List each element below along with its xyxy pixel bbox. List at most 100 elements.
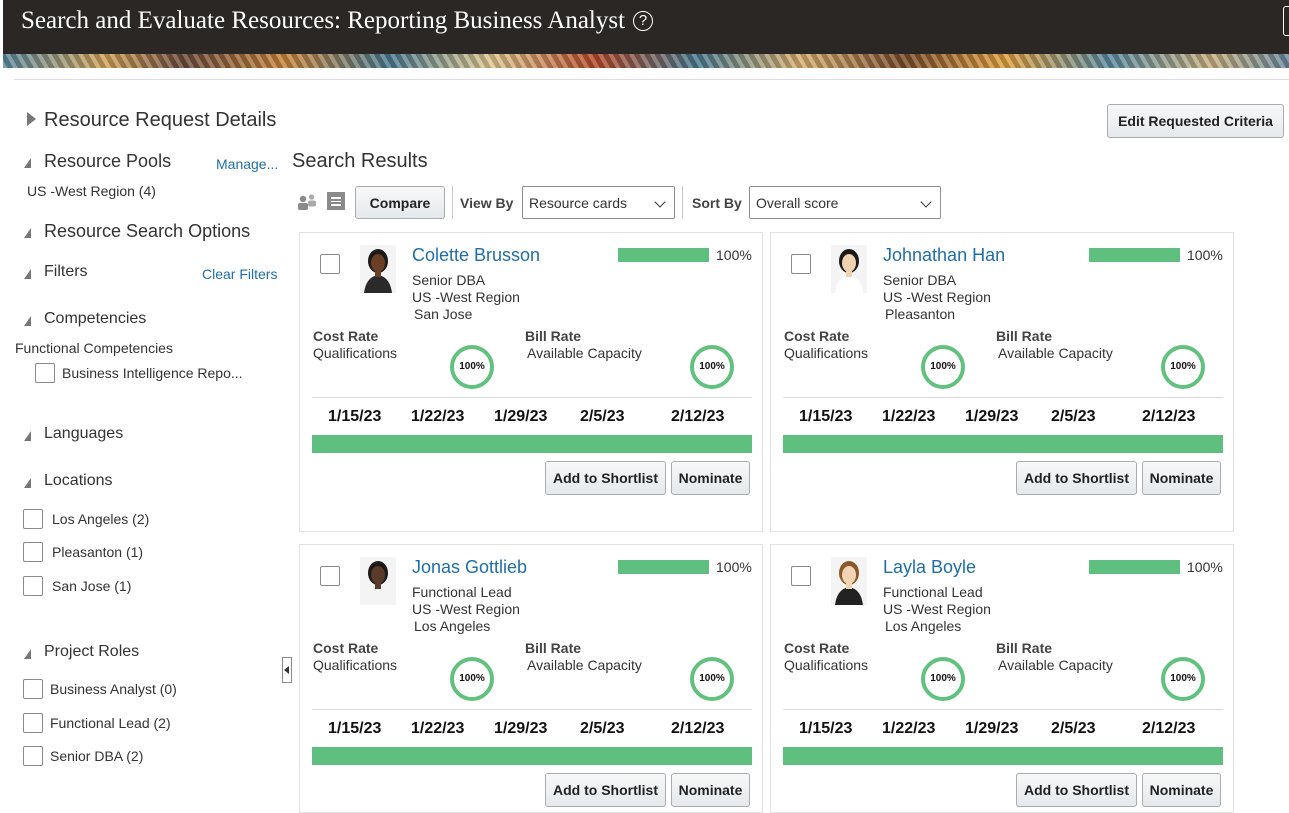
add-to-shortlist-button[interactable]: Add to Shortlist xyxy=(1016,461,1137,495)
resource-name-link[interactable]: Johnathan Han xyxy=(883,245,1006,265)
request-details-title[interactable]: Resource Request Details xyxy=(44,109,277,131)
resource-city: Los Angeles xyxy=(885,618,962,634)
bill-rate-label: Bill Rate xyxy=(996,640,1053,656)
qualifications-label: Qualifications xyxy=(313,345,398,361)
resource-city: Pleasanton xyxy=(885,306,956,322)
clear-filters-link[interactable]: Clear Filters xyxy=(202,266,278,282)
bill-rate-label: Bill Rate xyxy=(525,640,582,656)
role-checkbox-business-analyst[interactable] xyxy=(23,679,43,699)
triangle-down-icon[interactable] xyxy=(24,269,31,279)
resource-cards-view-icon[interactable] xyxy=(296,192,318,212)
view-by-select[interactable]: Resource cards xyxy=(522,186,675,219)
capacity-ring: 100% xyxy=(1161,657,1205,701)
header-pattern xyxy=(3,54,1289,68)
chevron-down-icon xyxy=(920,196,932,208)
capacity-timeline-bar xyxy=(312,747,752,765)
triangle-down-icon[interactable] xyxy=(24,431,31,441)
sort-by-label: Sort By xyxy=(692,195,742,211)
add-to-shortlist-button[interactable]: Add to Shortlist xyxy=(1016,773,1137,807)
overall-score-bar xyxy=(618,248,709,262)
triangle-down-icon[interactable] xyxy=(24,228,31,238)
languages-toggle[interactable] xyxy=(24,428,31,446)
card-divider xyxy=(783,397,1223,398)
languages-title: Languages xyxy=(44,425,124,442)
header-edge-button[interactable] xyxy=(1283,6,1289,36)
available-capacity-label: Available Capacity xyxy=(998,657,1113,673)
question-circle-icon[interactable]: ? xyxy=(633,11,654,31)
add-to-shortlist-button[interactable]: Add to Shortlist xyxy=(545,461,666,495)
competency-checkbox[interactable] xyxy=(35,363,55,383)
filters-title: Filters xyxy=(44,263,88,280)
resource-name-link[interactable]: Colette Brusson xyxy=(412,245,541,265)
people-icon[interactable] xyxy=(296,192,318,212)
capacity-timeline-bar xyxy=(783,747,1223,765)
list-view-icon[interactable] xyxy=(327,192,345,210)
cost-rate-label: Cost Rate xyxy=(784,640,850,656)
add-to-shortlist-button[interactable]: Add to Shortlist xyxy=(545,773,666,807)
cost-rate-label: Cost Rate xyxy=(784,328,850,344)
role-checkbox-functional-lead[interactable] xyxy=(23,713,43,733)
bill-rate-label: Bill Rate xyxy=(525,328,582,344)
triangle-down-icon[interactable] xyxy=(24,649,31,659)
search-options-title: Resource Search Options xyxy=(44,221,251,241)
resource-name-link[interactable]: Jonas Gottlieb xyxy=(412,557,528,577)
resource-region: US -West Region xyxy=(883,289,991,305)
cost-rate-label: Cost Rate xyxy=(313,640,379,656)
page-header: Search and Evaluate Resources: Reporting… xyxy=(3,0,1289,68)
resource-role: Senior DBA xyxy=(883,272,957,288)
timeline-date: 1/29/23 xyxy=(965,408,1019,425)
expand-details-toggle[interactable] xyxy=(27,112,36,131)
collapse-sidebar-handle[interactable] xyxy=(282,657,292,683)
card-divider xyxy=(312,709,752,710)
nominate-button[interactable]: Nominate xyxy=(671,773,750,807)
toolbar-separator xyxy=(452,186,453,219)
search-results-title: Search Results xyxy=(292,150,428,172)
view-by-label: View By xyxy=(460,195,514,211)
resource-pools-toggle[interactable] xyxy=(24,155,31,173)
person-photo xyxy=(360,557,396,605)
search-options-toggle[interactable] xyxy=(24,225,31,243)
triangle-right-icon[interactable] xyxy=(27,112,36,126)
compare-button[interactable]: Compare xyxy=(355,186,445,219)
qualifications-label: Qualifications xyxy=(313,657,398,673)
capacity-ring: 100% xyxy=(690,657,734,701)
nominate-button[interactable]: Nominate xyxy=(1142,461,1221,495)
resource-name-link[interactable]: Layla Boyle xyxy=(883,557,977,577)
locations-toggle[interactable] xyxy=(24,475,31,493)
nominate-button[interactable]: Nominate xyxy=(1142,773,1221,807)
resource-card: Johnathan Han 100% Senior DBA US -West R… xyxy=(770,232,1234,532)
resource-region: US -West Region xyxy=(412,289,520,305)
timeline-date: 1/29/23 xyxy=(494,720,548,737)
competencies-toggle[interactable] xyxy=(24,313,31,331)
timeline-date: 1/15/23 xyxy=(328,408,382,425)
location-checkbox-pleasanton[interactable] xyxy=(23,542,43,562)
manage-pools-link[interactable]: Manage... xyxy=(216,156,279,172)
timeline-date: 2/5/23 xyxy=(580,408,625,425)
location-label: Pleasanton (1) xyxy=(52,544,144,560)
filters-toggle[interactable] xyxy=(24,266,31,284)
triangle-down-icon[interactable] xyxy=(24,478,31,488)
select-resource-checkbox[interactable] xyxy=(791,254,811,274)
timeline-date: 1/29/23 xyxy=(494,408,548,425)
project-roles-title: Project Roles xyxy=(44,643,140,660)
timeline-date: 2/5/23 xyxy=(1051,408,1096,425)
select-resource-checkbox[interactable] xyxy=(320,254,340,274)
triangle-down-icon[interactable] xyxy=(24,316,31,326)
select-resource-checkbox[interactable] xyxy=(320,566,340,586)
timeline-date: 2/12/23 xyxy=(671,408,725,425)
role-checkbox-senior-dba[interactable] xyxy=(23,746,43,766)
timeline-date: 1/29/23 xyxy=(965,720,1019,737)
timeline-date: 1/22/23 xyxy=(882,720,936,737)
triangle-down-icon[interactable] xyxy=(24,158,31,168)
overall-score-value: 100% xyxy=(716,247,752,263)
nominate-button[interactable]: Nominate xyxy=(671,461,750,495)
timeline-date: 2/12/23 xyxy=(671,720,725,737)
timeline-date: 1/15/23 xyxy=(328,720,382,737)
location-checkbox-san-jose[interactable] xyxy=(23,576,43,596)
select-resource-checkbox[interactable] xyxy=(791,566,811,586)
edit-requested-criteria-button[interactable]: Edit Requested Criteria xyxy=(1107,104,1284,138)
sort-by-select[interactable]: Overall score xyxy=(749,186,941,219)
project-roles-toggle[interactable] xyxy=(24,646,31,664)
location-checkbox-los-angeles[interactable] xyxy=(23,509,43,529)
header-divider xyxy=(14,79,1289,80)
